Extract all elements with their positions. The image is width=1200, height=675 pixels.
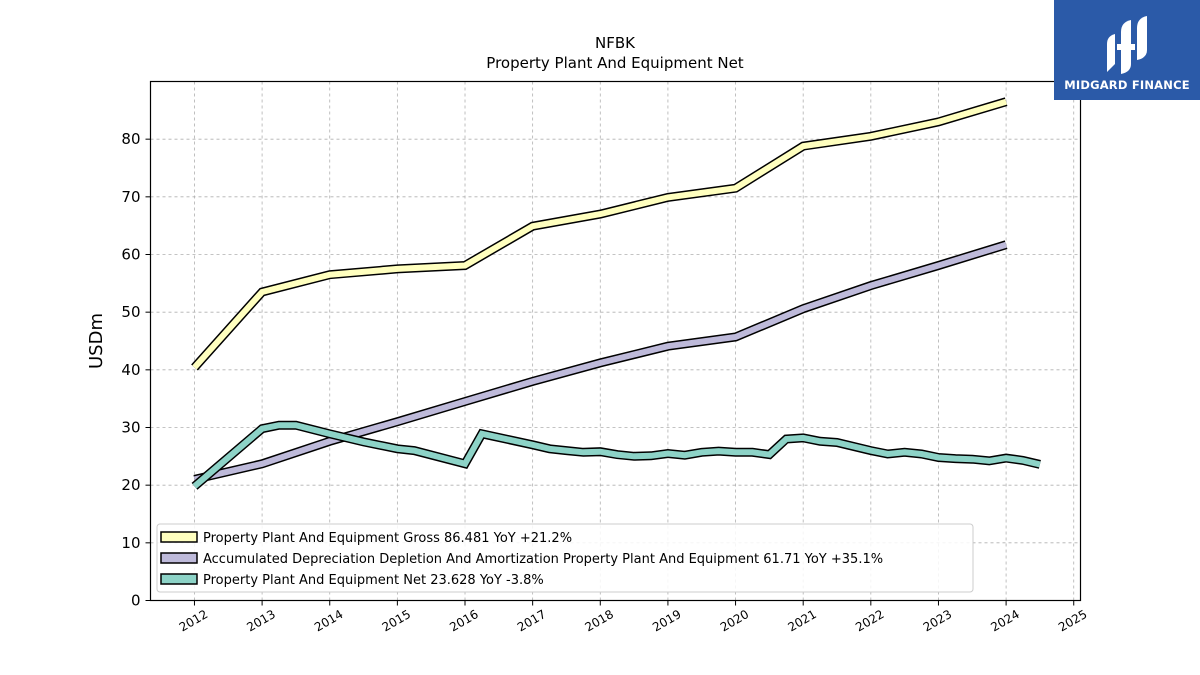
y-tick-label: 10 — [121, 534, 140, 552]
legend-box — [156, 523, 974, 593]
x-tick-label: 2024 — [988, 607, 1021, 634]
y-tick-label: 20 — [121, 476, 140, 494]
y-tick-label: 50 — [121, 303, 140, 321]
series-line-2 — [192, 422, 1041, 489]
x-tick-label: 2016 — [447, 607, 480, 634]
legend-swatch — [160, 573, 198, 585]
chart-subtitle: Property Plant And Equipment Net — [486, 54, 743, 72]
legend-swatch — [160, 531, 198, 543]
x-tick-label: 2018 — [583, 607, 616, 634]
legend-swatch — [160, 552, 198, 564]
grid — [150, 81, 1081, 601]
x-tick-label: 2025 — [1056, 607, 1089, 634]
x-tick-label: 2022 — [853, 607, 886, 634]
y-tick-label: 40 — [121, 361, 140, 379]
x-tick-label: 2017 — [515, 607, 548, 634]
x-tick-label: 2021 — [785, 607, 818, 634]
y-axis-label: USDm — [86, 313, 107, 369]
y-tick-label: 70 — [121, 188, 140, 206]
y-tick-label: 80 — [121, 130, 140, 148]
y-tick-label: 30 — [121, 419, 140, 437]
x-tick-label: 2015 — [380, 607, 413, 634]
legend: Property Plant And Equipment Gross 86.48… — [156, 523, 974, 593]
y-tick-label: 60 — [121, 246, 140, 264]
series-lines — [191, 97, 1041, 490]
x-tick-label: 2012 — [177, 607, 210, 634]
x-tick-label: 2014 — [312, 607, 345, 634]
legend-label: Accumulated Depreciation Depletion And A… — [203, 552, 883, 567]
legend-label: Property Plant And Equipment Gross 86.48… — [203, 531, 572, 546]
x-tick-label: 2020 — [718, 607, 751, 634]
legend-label: Property Plant And Equipment Net 23.628 … — [203, 573, 544, 588]
plot-frame — [149, 80, 1082, 602]
x-tick-label: 2023 — [921, 607, 954, 634]
brand-name: MIDGARD FINANCE — [1064, 78, 1190, 92]
y-tick-label: 0 — [131, 592, 141, 610]
brand-logo: MIDGARD FINANCE — [1054, 0, 1200, 100]
brand-mark-icon — [1107, 16, 1147, 74]
series-line-0 — [192, 98, 1007, 370]
chart-title: NFBK — [595, 34, 636, 52]
series-line-1 — [193, 241, 1007, 483]
x-tick-label: 2019 — [650, 607, 683, 634]
x-tick-label: 2013 — [244, 607, 277, 634]
